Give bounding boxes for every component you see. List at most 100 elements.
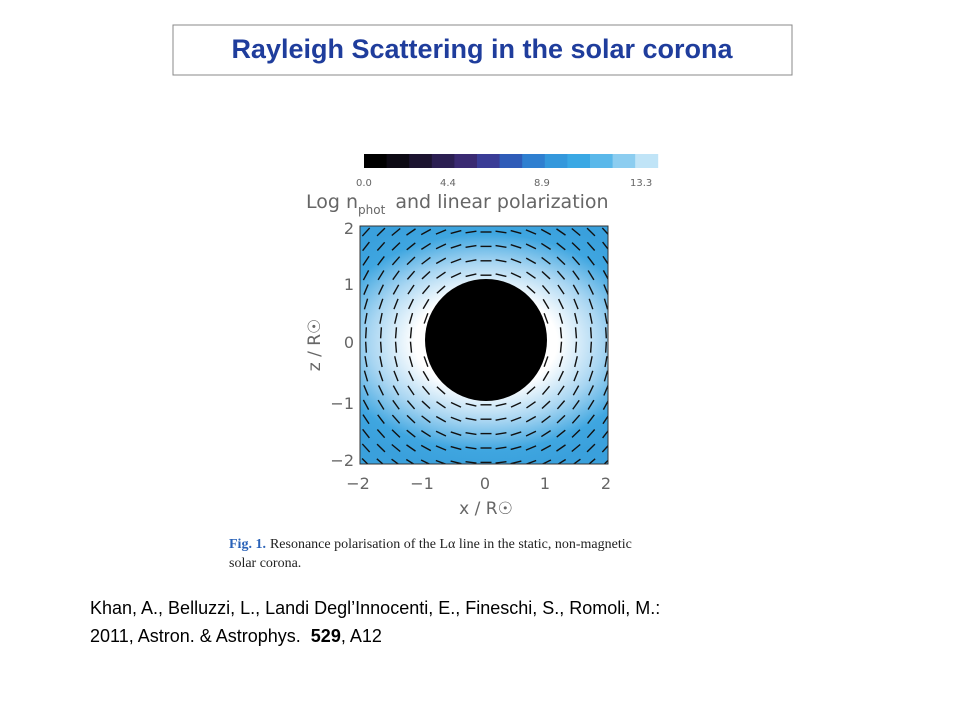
polarization-dash xyxy=(586,443,596,453)
polarization-dash xyxy=(406,429,416,438)
polarization-dash xyxy=(394,327,398,339)
polarization-dash xyxy=(465,230,477,234)
polarization-dash xyxy=(420,459,431,464)
polarization-dash xyxy=(362,428,370,439)
polarization-dash xyxy=(558,312,564,324)
polarization-dash xyxy=(541,284,551,295)
polarization-dash xyxy=(525,415,537,423)
polarization-dash xyxy=(377,385,385,396)
colorbar-label: 8.9 xyxy=(534,178,550,189)
polarization-dash xyxy=(543,312,549,324)
polarization-dash xyxy=(526,271,536,279)
polarization-dash xyxy=(421,270,431,280)
polarization-dash xyxy=(571,227,581,237)
polarization-dash xyxy=(391,429,401,438)
polarization-dash xyxy=(495,273,507,278)
polarization-dash xyxy=(574,341,578,353)
colorbar-label: 4.4 xyxy=(440,178,456,189)
polarization-dash xyxy=(435,415,447,423)
polarization-dash xyxy=(540,444,552,452)
polarization-dash xyxy=(420,228,432,236)
polarization-dash xyxy=(435,243,447,250)
polarization-dash xyxy=(556,228,566,236)
polarization-dash xyxy=(406,256,416,266)
polarization-dash xyxy=(377,414,385,425)
polarization-dash xyxy=(510,416,522,422)
polarization-dash xyxy=(495,461,507,464)
polarization-dash xyxy=(542,298,550,310)
polarization-dash xyxy=(604,312,608,324)
polarization-dash xyxy=(362,414,370,425)
polarization-dash xyxy=(392,399,400,410)
polarization-dash xyxy=(465,461,477,464)
polarization-dash xyxy=(586,227,596,237)
polarization-dash xyxy=(392,270,400,281)
polarization-vectors xyxy=(361,227,608,464)
polarization-dash xyxy=(495,259,507,263)
polarization-dash xyxy=(557,284,565,295)
polarization-dash xyxy=(510,244,522,249)
heading-subscript: phot xyxy=(358,203,386,217)
polarization-dash xyxy=(408,312,414,324)
polarization-dash xyxy=(421,400,431,410)
polarization-dash xyxy=(465,417,477,421)
polarization-dash xyxy=(421,415,431,424)
polarization-dash xyxy=(364,327,368,339)
polarization-dash xyxy=(572,385,580,396)
polarization-dash xyxy=(602,241,608,251)
y-tick-label: −2 xyxy=(330,451,354,470)
polarization-dash xyxy=(436,285,446,294)
polarization-dash xyxy=(435,445,447,451)
x-tick-label: −1 xyxy=(410,474,434,493)
polarization-dash xyxy=(525,430,537,437)
polarization-dash xyxy=(556,444,566,452)
polarization-dash xyxy=(450,460,462,464)
y-axis-label: z / R☉ xyxy=(305,319,325,372)
polarization-dash xyxy=(588,458,596,464)
polarization-dash xyxy=(376,443,386,453)
colorbar-segment xyxy=(477,154,500,168)
polarization-dash xyxy=(436,401,446,409)
x-tick-label: 2 xyxy=(601,474,611,493)
polarization-dash xyxy=(361,227,371,237)
polarization-dash xyxy=(391,227,401,237)
polarization-dash xyxy=(556,256,566,266)
polarization-dash xyxy=(378,370,384,382)
polarization-dash xyxy=(525,445,537,451)
polarization-dash xyxy=(406,228,416,236)
figure-heading: Log nphot and linear polarization xyxy=(306,191,609,217)
polarization-dash xyxy=(391,458,400,464)
x-tick-label: 0 xyxy=(480,474,490,493)
polarization-dash xyxy=(376,227,386,237)
polarization-dash xyxy=(557,370,565,382)
polarization-dash xyxy=(407,298,415,310)
x-tick-label: 1 xyxy=(540,474,550,493)
polarization-dash xyxy=(556,414,566,424)
polarization-dash xyxy=(588,370,594,382)
polarization-dash xyxy=(525,257,537,265)
polarization-dash xyxy=(604,327,608,339)
polarization-dash xyxy=(602,429,608,439)
y-tick-label: −1 xyxy=(330,394,354,413)
polarization-dash xyxy=(363,385,369,396)
polarization-dash xyxy=(495,446,507,450)
polarization-dash xyxy=(378,298,384,310)
y-tick-label: 0 xyxy=(344,333,354,352)
polarization-dash xyxy=(394,356,398,368)
polarization-dash xyxy=(495,432,507,436)
polarization-dash xyxy=(556,400,566,410)
heading-end: and linear polarization xyxy=(395,191,608,213)
polarization-dash xyxy=(572,399,580,410)
polarization-dash xyxy=(603,370,608,382)
polarization-dash xyxy=(589,312,593,324)
polarization-dash xyxy=(420,242,432,250)
caption-line: Fig. 1. Resonance polarisation of the Lα … xyxy=(229,537,632,552)
polarization-dash xyxy=(541,256,551,265)
citation-text: 2011, Astron. & Astrophys. xyxy=(90,626,311,646)
polarization-dash xyxy=(526,386,536,395)
polarization-dash xyxy=(587,414,595,425)
polarization-dash xyxy=(376,429,386,439)
polarization-dash xyxy=(556,429,566,438)
polarization-dash xyxy=(450,258,462,264)
